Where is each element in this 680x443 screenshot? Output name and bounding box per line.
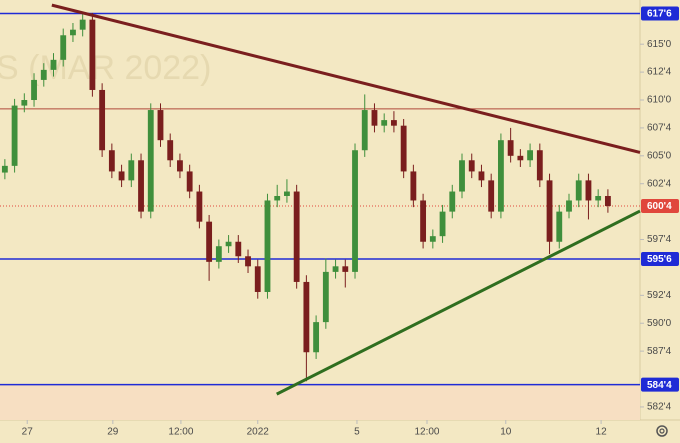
candle-body — [50, 59, 57, 70]
candle-body — [449, 191, 456, 212]
candle-body — [108, 150, 115, 172]
candle-body — [478, 171, 485, 181]
x-tick-label: 2022 — [247, 427, 270, 438]
x-tick-label: 12:00 — [414, 427, 439, 438]
level-tag — [641, 6, 679, 21]
candle-body — [527, 150, 534, 161]
candle-body — [410, 171, 417, 201]
x-tick-label: 12 — [596, 427, 608, 438]
candle-body — [595, 195, 602, 201]
candle-body — [517, 155, 524, 161]
candle-body — [1, 165, 8, 173]
y-tick-label: 597'4 — [647, 234, 672, 245]
y-tick-label: 602'4 — [647, 178, 672, 189]
candle-body — [138, 160, 144, 212]
candle-body — [566, 200, 572, 212]
candle-body — [342, 266, 349, 272]
candle-body — [497, 140, 504, 212]
candle-body — [186, 171, 193, 192]
level-tag-label: 595'6 — [647, 254, 672, 265]
candle-body — [420, 200, 427, 242]
x-tick-label: 12:00 — [168, 427, 193, 438]
level-tag-label: 584'4 — [647, 380, 672, 391]
level-tag — [641, 252, 679, 267]
candle-body — [21, 100, 28, 106]
lower-zone — [0, 384, 640, 420]
candle-body — [332, 266, 339, 272]
trend-line — [276, 209, 641, 396]
candle-body — [40, 69, 47, 80]
candle-body — [157, 110, 164, 141]
y-tick-label: 607'4 — [647, 123, 672, 134]
y-tick-label: 582'4 — [647, 402, 672, 413]
gear-hub[interactable] — [659, 428, 665, 434]
x-tick-label: 10 — [500, 427, 512, 438]
candle-body — [215, 246, 222, 262]
candle-body — [79, 19, 86, 30]
y-tick-label: 615'0 — [647, 39, 672, 50]
candle-body — [264, 200, 271, 292]
candle-body — [488, 180, 495, 212]
candle-body — [147, 110, 154, 212]
candle-body — [352, 150, 358, 272]
candle-body — [439, 211, 446, 237]
level-tag — [641, 199, 679, 214]
candle-body — [245, 256, 251, 267]
candle-body — [99, 89, 106, 151]
gear[interactable] — [656, 425, 668, 437]
candle-body — [400, 125, 407, 172]
y-tick-label: 605'0 — [647, 150, 672, 161]
y-tick-label: 610'0 — [647, 95, 672, 106]
candle-body — [128, 160, 135, 181]
level-tag-label: 617'6 — [647, 9, 672, 20]
candle-body — [361, 110, 368, 151]
candle-body — [429, 236, 436, 242]
candle-body — [507, 140, 514, 156]
candle-body — [177, 160, 183, 172]
candle-body — [235, 241, 242, 257]
candle-body — [313, 322, 320, 353]
candle-body — [89, 19, 96, 90]
level-tag-label: 600'4 — [647, 201, 672, 212]
x-tick-label: 5 — [354, 427, 360, 438]
candle-body — [556, 211, 563, 242]
candle-body — [303, 281, 310, 353]
candle-body — [60, 35, 67, 60]
candle-body — [536, 150, 543, 181]
candle-body — [196, 191, 203, 222]
candle-body — [284, 191, 290, 196]
candle-body — [322, 271, 329, 323]
candle-body — [31, 79, 37, 101]
candle-body — [293, 191, 300, 282]
trend-line — [51, 3, 641, 154]
y-tick-label: 612'4 — [647, 67, 672, 78]
candle-body — [604, 195, 611, 207]
x-tick-label: 27 — [22, 427, 34, 438]
y-tick-label: 590'0 — [647, 318, 672, 329]
y-tick-label: 592'4 — [647, 290, 672, 301]
plot-area — [0, 3, 641, 420]
candle-body — [459, 160, 465, 192]
candle-body — [381, 120, 388, 126]
level-tag — [641, 377, 679, 392]
candle-body — [391, 120, 397, 126]
candle-body — [274, 195, 281, 201]
candle-body — [11, 105, 18, 166]
candle-body — [118, 171, 125, 181]
candle-body — [254, 266, 261, 292]
settings-icon[interactable] — [656, 425, 668, 437]
candle-body — [167, 140, 174, 161]
x-tick-label: 29 — [107, 427, 119, 438]
candle-body — [468, 160, 475, 172]
candle-body — [206, 221, 213, 262]
candle-body — [575, 180, 582, 201]
candle-body — [371, 110, 378, 126]
candle-body — [546, 180, 553, 242]
candle-body — [225, 241, 232, 247]
candle-body — [585, 180, 592, 201]
y-tick-label: 587'4 — [647, 346, 672, 357]
candle-body — [70, 29, 76, 36]
